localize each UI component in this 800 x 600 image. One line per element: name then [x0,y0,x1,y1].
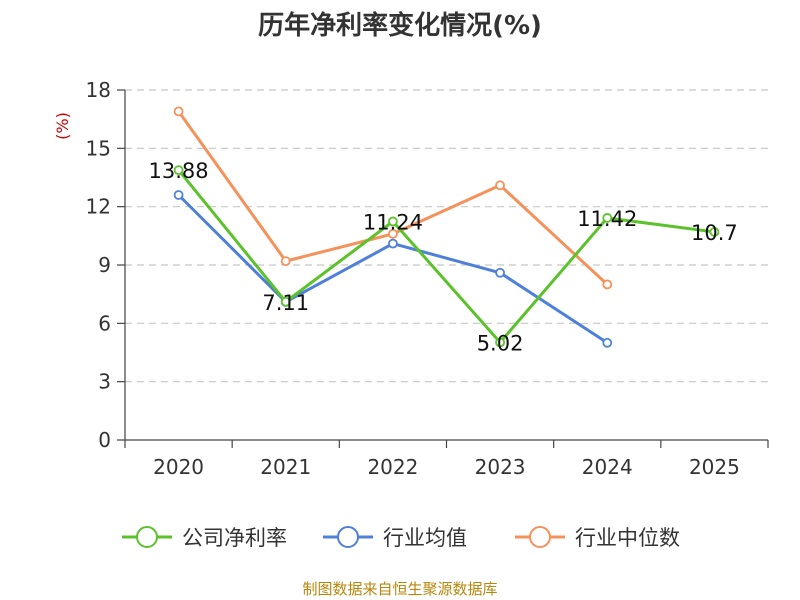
legend: 公司净利率 行业均值 行业中位数 [122,526,680,550]
series-0-point-2022 [388,216,398,227]
y-axis-unit-label: (%) [53,112,72,140]
series-0-point-2025 [709,227,720,237]
x-tick-label-2021: 2021 [260,455,311,479]
legend-marker-2 [529,526,551,548]
data-label-2023: 5.02 [477,331,524,355]
source-note: 制图数据来自恒生聚源数据库 [302,580,497,598]
legend-label-2: 行业中位数 [575,526,680,550]
x-tick-label-2020: 2020 [153,455,204,479]
x-tick-label-2022: 2022 [367,455,418,479]
series-layer [173,106,720,348]
series-0-point-2021 [280,296,291,307]
axes: 0 3 6 9 12 15 18 2020 2021 2022 2023 2024 2025 [86,78,769,479]
legend-label-0: 公司净利率 [182,526,287,550]
series-2-point-2020 [173,106,184,117]
series-2-point-2022 [388,228,398,239]
series-0-point-2024 [602,213,613,223]
legend-marker-1 [337,526,359,548]
data-label-2024: 11.42 [577,207,637,231]
data-label-2021: 7.11 [262,291,309,315]
series-1-point-2024 [602,337,613,348]
y-tick-label-15: 15 [86,136,111,160]
series-2-point-2021 [280,256,291,267]
legend-marker-0 [136,526,158,548]
data-label-2025: 10.7 [691,221,738,245]
series-1-point-2022 [388,238,398,249]
series-2-point-2023 [495,180,505,191]
y-tick-label-0: 0 [98,428,111,452]
chart-title: 历年净利率变化情况(%) [258,10,542,41]
data-label-2020: 13.88 [149,159,209,183]
series-1-point-2020 [173,190,184,200]
data-labels: 13.88 7.11 11.24 5.02 11.42 10.7 [149,159,738,355]
x-tick-label-2023: 2023 [475,455,526,479]
series-line-0 [177,169,715,344]
y-tick-label-9: 9 [98,253,111,277]
y-tick-label-3: 3 [98,370,111,394]
legend-label-1: 行业均值 [383,526,467,550]
series-0-point-2020 [173,165,184,176]
series-0-point-2023 [495,337,505,348]
series-2-point-2024 [602,279,613,290]
x-tick-label-2024: 2024 [582,455,633,479]
series-1-point-2023 [495,267,505,278]
x-tick-label-2025: 2025 [689,455,740,479]
y-tick-label-12: 12 [86,195,111,219]
y-tick-label-18: 18 [86,78,111,102]
y-tick-label-6: 6 [98,311,111,335]
data-label-2022: 11.24 [363,210,423,234]
